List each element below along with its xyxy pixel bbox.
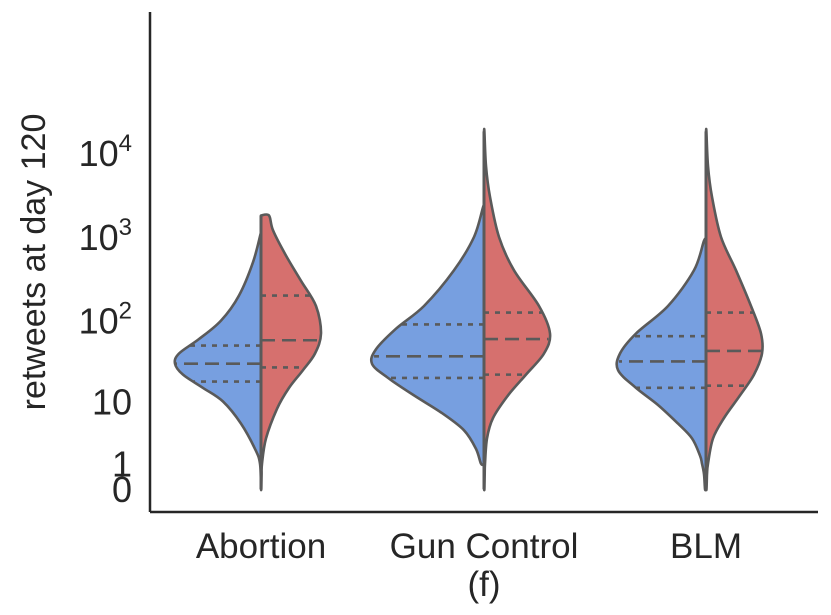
y-axis-label: retweets at day 120 <box>15 114 53 411</box>
y-tick-label: 103 <box>79 214 132 258</box>
y-tick-base: 10 <box>79 217 119 258</box>
x-tick-label-abortion: Abortion <box>196 527 326 566</box>
violin-gun-control-left <box>369 203 486 467</box>
y-tick-label: 10 <box>92 382 132 423</box>
x-tick-labels: Abortion Gun Control BLM <box>196 527 742 566</box>
y-tick-label: 0 <box>112 469 132 510</box>
x-tick-label-gun-control: Gun Control <box>390 527 579 566</box>
violin-gun-control-right <box>482 127 552 492</box>
x-tick-label-blm: BLM <box>670 527 742 566</box>
violin-blm-right <box>704 127 764 492</box>
y-tick-exponent: 4 <box>119 130 132 157</box>
violin-abortion-left <box>173 230 263 491</box>
y-tick-label: 104 <box>79 130 132 174</box>
violin-plots <box>173 127 764 492</box>
y-tick-label: 1 <box>112 444 132 485</box>
violin-blm-left <box>615 237 708 492</box>
y-tick-base: 10 <box>79 301 119 342</box>
y-tick-exponent: 3 <box>119 214 132 241</box>
y-tick-base: 10 <box>79 133 119 174</box>
y-tick-exponent: 2 <box>119 298 132 325</box>
violin-abortion-right <box>259 213 323 492</box>
y-tick-label: 102 <box>79 298 132 342</box>
x-axis-label: (f) <box>467 565 500 604</box>
